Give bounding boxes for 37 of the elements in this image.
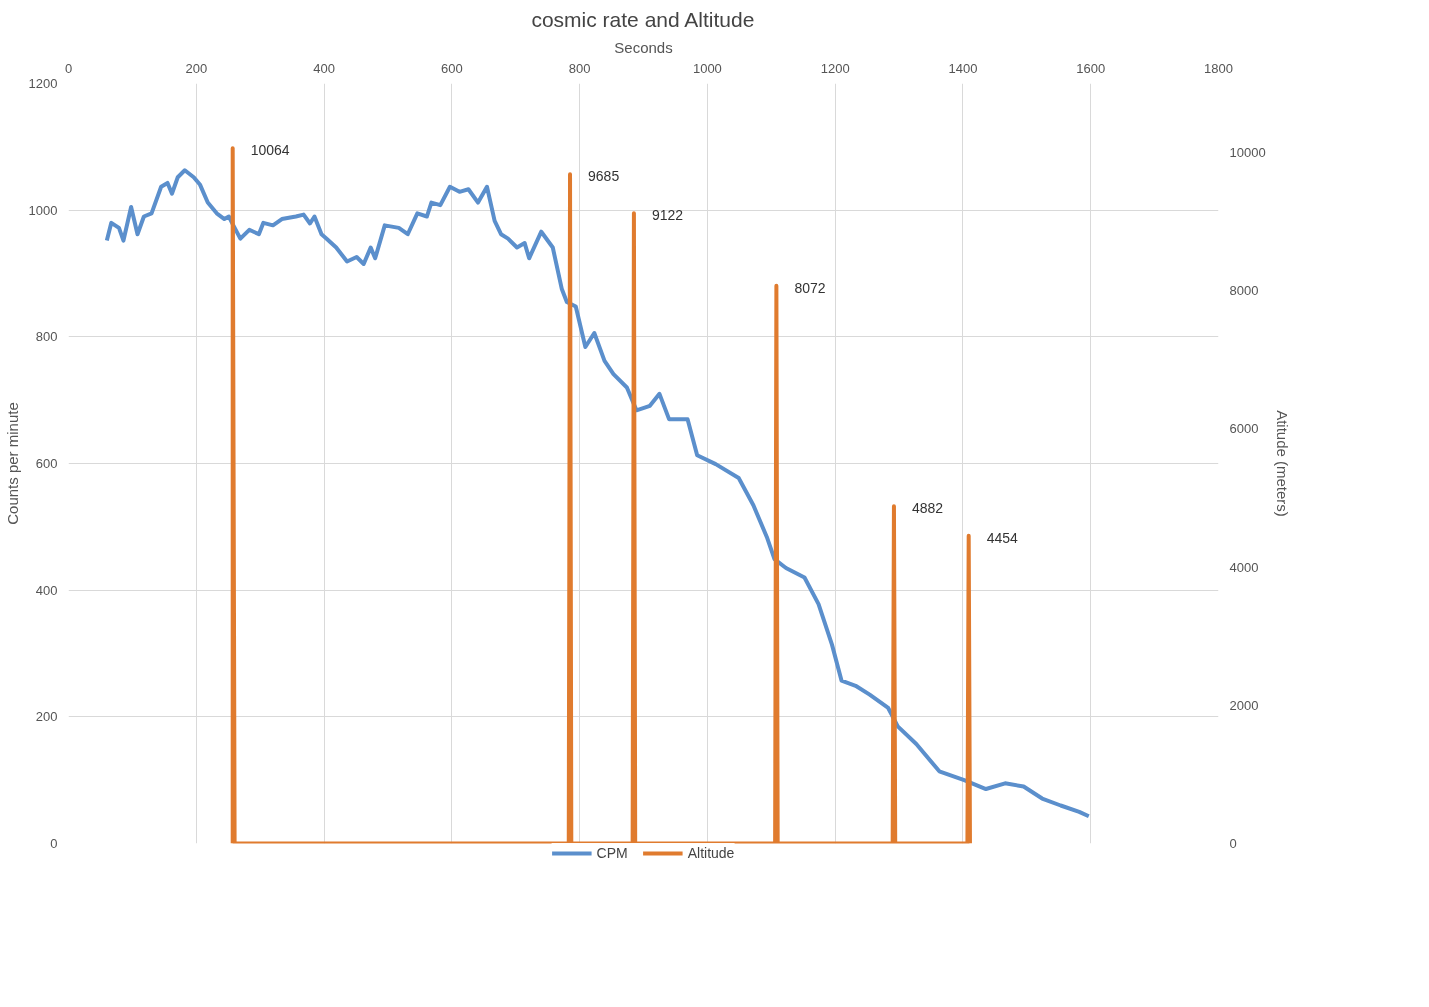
data-label: 4454 xyxy=(986,529,1019,546)
x-tick-label: 0 xyxy=(64,60,73,76)
x-tick-label: 1000 xyxy=(692,60,722,76)
data-label: 4882 xyxy=(911,500,944,517)
data-label: 10064 xyxy=(250,142,290,159)
y-tick-label: 600 xyxy=(35,456,58,471)
x-tick-label: 1600 xyxy=(1076,60,1106,76)
legend-label: Altitude xyxy=(687,845,735,861)
y-axis-title: Counts per minute xyxy=(3,402,21,525)
x-tick-label: 600 xyxy=(440,60,463,76)
y-tick-label: 1200 xyxy=(28,76,58,91)
x-tick-label: 1800 xyxy=(1204,60,1233,76)
y-tick-label: 400 xyxy=(35,582,58,598)
y-tick-label: 1000 xyxy=(28,202,58,218)
x-tick-label: 200 xyxy=(185,60,208,76)
y-tick-label: 800 xyxy=(35,329,58,345)
y2-tick-label: 4000 xyxy=(1229,559,1259,575)
x-tick-label: 1200 xyxy=(820,60,850,76)
y2-tick-label: 6000 xyxy=(1229,421,1259,437)
data-label: 8072 xyxy=(794,279,826,296)
x-tick-label: 800 xyxy=(568,60,591,76)
x-tick-label: 400 xyxy=(313,60,335,76)
x-tick-label: 1400 xyxy=(948,60,978,76)
line-series xyxy=(230,146,972,844)
x-axis-title: Seconds xyxy=(614,38,673,56)
legend-label: CPM xyxy=(596,845,628,861)
y2-tick-label: 8000 xyxy=(1229,283,1259,299)
y2-tick-label: 10000 xyxy=(1229,145,1266,161)
data-label: 9685 xyxy=(588,168,620,185)
line-series xyxy=(104,168,1091,819)
y2-tick-label: 2000 xyxy=(1229,697,1259,713)
y2-axis-title: Atitude (meters) xyxy=(1273,410,1291,517)
data-label: 9122 xyxy=(651,207,684,224)
y-tick-label: 200 xyxy=(35,709,58,725)
chart-title: cosmic rate and Altitude xyxy=(531,7,755,31)
y2-tick-label: 0 xyxy=(1229,836,1237,851)
y-tick-label: 0 xyxy=(50,836,58,851)
